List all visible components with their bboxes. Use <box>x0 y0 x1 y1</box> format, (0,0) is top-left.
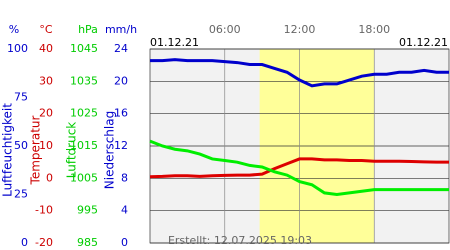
axis-title: Temperatur <box>29 115 43 185</box>
axis-title: Niederschlag <box>103 111 117 189</box>
y-tick-label: 0 <box>21 236 28 249</box>
y-tick-label: 50 <box>14 139 28 152</box>
y-tick-label: -10 <box>35 204 53 217</box>
axis-title: Luftdruck <box>65 122 79 179</box>
axis-unit: mm/h <box>105 23 137 36</box>
y-tick-label: 75 <box>14 91 28 104</box>
y-tick-label: -20 <box>35 236 53 249</box>
x-tick-label: 12:00 <box>284 23 316 36</box>
y-tick-label: 16 <box>114 107 128 120</box>
date-end: 01.12.21 <box>399 36 448 49</box>
date-start: 01.12.21 <box>150 36 199 49</box>
y-tick-label: 995 <box>77 204 98 217</box>
y-tick-label: 4 <box>121 204 128 217</box>
y-tick-label: 1025 <box>70 107 98 120</box>
x-tick-label: 18:00 <box>358 23 390 36</box>
footer: Erstellt: 12.07.2025 19:03 <box>168 234 312 247</box>
axis-title: Luftfeuchtigkeit <box>1 103 15 197</box>
y-tick-label: 25 <box>14 188 28 201</box>
y-tick-label: 8 <box>121 171 128 184</box>
y-tick-label: 10 <box>39 139 53 152</box>
y-tick-label: 985 <box>77 236 98 249</box>
y-tick-label: 100 <box>7 42 28 55</box>
axis-unit: hPa <box>78 23 98 36</box>
series-line <box>149 139 449 197</box>
y-tick-label: 1005 <box>70 171 98 184</box>
y-tick-label: 20 <box>39 107 53 120</box>
axis-unit: % <box>9 23 19 36</box>
plot-border <box>149 48 450 244</box>
series-line <box>149 157 449 179</box>
y-tick-label: 1035 <box>70 74 98 87</box>
series-line <box>150 58 449 88</box>
y-tick-label: 1015 <box>70 139 98 152</box>
y-tick-label: 12 <box>114 139 128 152</box>
y-tick-label: 20 <box>114 74 128 87</box>
y-tick-label: 30 <box>39 74 53 87</box>
y-tick-label: 40 <box>39 42 53 55</box>
y-tick-label: 24 <box>114 42 128 55</box>
y-tick-label: 1045 <box>70 42 98 55</box>
y-tick-label: 0 <box>121 236 128 249</box>
y-tick-label: 0 <box>46 171 53 184</box>
axis-unit: °C <box>39 23 53 36</box>
x-tick-label: 06:00 <box>209 23 241 36</box>
